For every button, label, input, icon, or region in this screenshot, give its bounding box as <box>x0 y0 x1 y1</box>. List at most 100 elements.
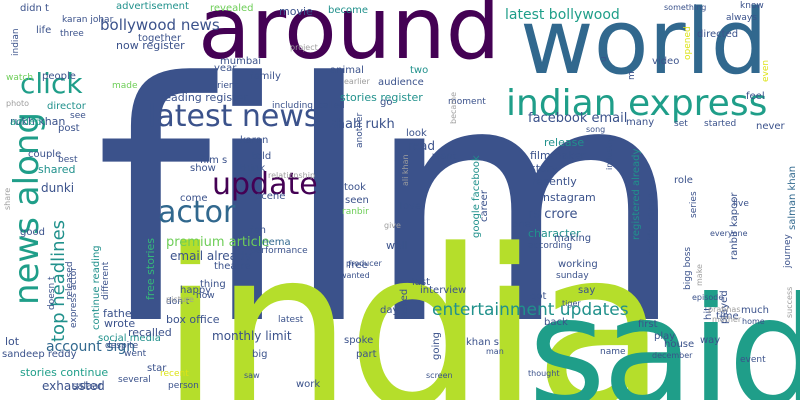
word: three <box>60 29 84 39</box>
word: people <box>42 71 76 82</box>
word: photo <box>6 99 30 108</box>
word: know <box>740 1 764 11</box>
word: star <box>147 363 167 374</box>
word: film s <box>200 155 228 166</box>
word: indian <box>11 28 21 56</box>
word: think <box>240 163 266 174</box>
word: man <box>486 347 504 356</box>
word: come <box>180 193 208 204</box>
word: now <box>196 291 215 301</box>
word: click <box>20 67 83 100</box>
word: sandeep reddy <box>2 349 77 360</box>
word: latest bollywood <box>505 7 620 23</box>
word: watch <box>6 73 34 83</box>
word: reddy vanga <box>646 192 657 255</box>
word: became <box>449 91 458 124</box>
word: thought <box>528 369 560 378</box>
word: box office <box>166 313 220 326</box>
word: including <box>272 101 313 111</box>
word: producer <box>346 259 382 268</box>
word: recently <box>532 175 577 188</box>
word: cinema <box>254 237 291 248</box>
word: first <box>638 319 658 330</box>
word: said <box>528 266 800 400</box>
word: told <box>252 151 272 162</box>
word: happy <box>180 285 212 296</box>
word: go <box>380 97 393 108</box>
word: took <box>344 182 366 193</box>
word: khan s <box>466 337 499 348</box>
word: social media <box>98 333 161 344</box>
word: seen <box>345 195 369 206</box>
word: ranbir <box>342 207 369 217</box>
word: reading register <box>160 91 248 104</box>
word: part <box>356 349 377 360</box>
word: latest news <box>148 99 320 134</box>
word: rs crore <box>528 207 578 222</box>
word: film <box>95 13 686 397</box>
word: made <box>112 81 138 91</box>
word: life <box>36 25 52 36</box>
word: say <box>578 285 596 296</box>
word: directed <box>697 29 739 40</box>
word: thing <box>200 279 226 290</box>
word: lot <box>5 335 20 348</box>
word: animal <box>330 65 364 76</box>
word: best <box>58 155 78 165</box>
word: set <box>674 119 688 129</box>
word: instagram <box>540 191 596 204</box>
word: good <box>20 227 45 238</box>
word: didn t <box>20 3 49 14</box>
word: well <box>386 239 408 252</box>
word: called <box>318 101 345 111</box>
word: working <box>558 259 598 270</box>
word: email already <box>170 249 252 263</box>
word: update <box>212 167 318 202</box>
word: series <box>689 191 699 218</box>
word: advertisement <box>116 1 189 12</box>
word: registered already <box>631 148 642 240</box>
word: december <box>652 351 693 360</box>
word: song <box>586 125 606 134</box>
word: event <box>740 355 766 365</box>
word: doesn t <box>47 276 57 310</box>
word: moment <box>448 97 486 107</box>
word: india <box>160 204 667 400</box>
word: want <box>432 151 457 162</box>
word: last <box>412 277 431 288</box>
word: day <box>380 305 399 316</box>
word: free stories <box>144 237 157 300</box>
word: work <box>296 379 321 390</box>
word: time <box>716 311 739 322</box>
word: indian express <box>506 83 768 124</box>
word: making <box>554 233 592 244</box>
word: got <box>530 291 547 302</box>
word: never <box>756 121 785 132</box>
word: person <box>168 381 199 391</box>
word: actor <box>158 195 236 230</box>
word: wanted <box>340 271 370 280</box>
word: together <box>138 33 182 44</box>
word: prabhas <box>708 305 741 314</box>
word: house <box>664 339 695 350</box>
word: audience <box>378 77 424 88</box>
word: don t <box>166 297 190 307</box>
word: relationship <box>268 171 316 180</box>
word: live <box>733 199 749 209</box>
word: give <box>384 221 401 230</box>
word: become <box>328 5 369 16</box>
word: always <box>726 13 757 23</box>
word: world <box>520 0 768 95</box>
word: video <box>652 56 680 67</box>
word: screen <box>426 371 453 380</box>
word: show <box>190 163 216 174</box>
word: career <box>479 190 490 222</box>
word: went <box>124 349 147 359</box>
word: see <box>70 111 86 121</box>
word: something <box>664 3 707 12</box>
word: performance <box>250 246 308 256</box>
word: according <box>528 241 573 251</box>
word: home <box>742 317 765 326</box>
word: couple <box>28 149 62 160</box>
word: stories register <box>340 91 423 104</box>
